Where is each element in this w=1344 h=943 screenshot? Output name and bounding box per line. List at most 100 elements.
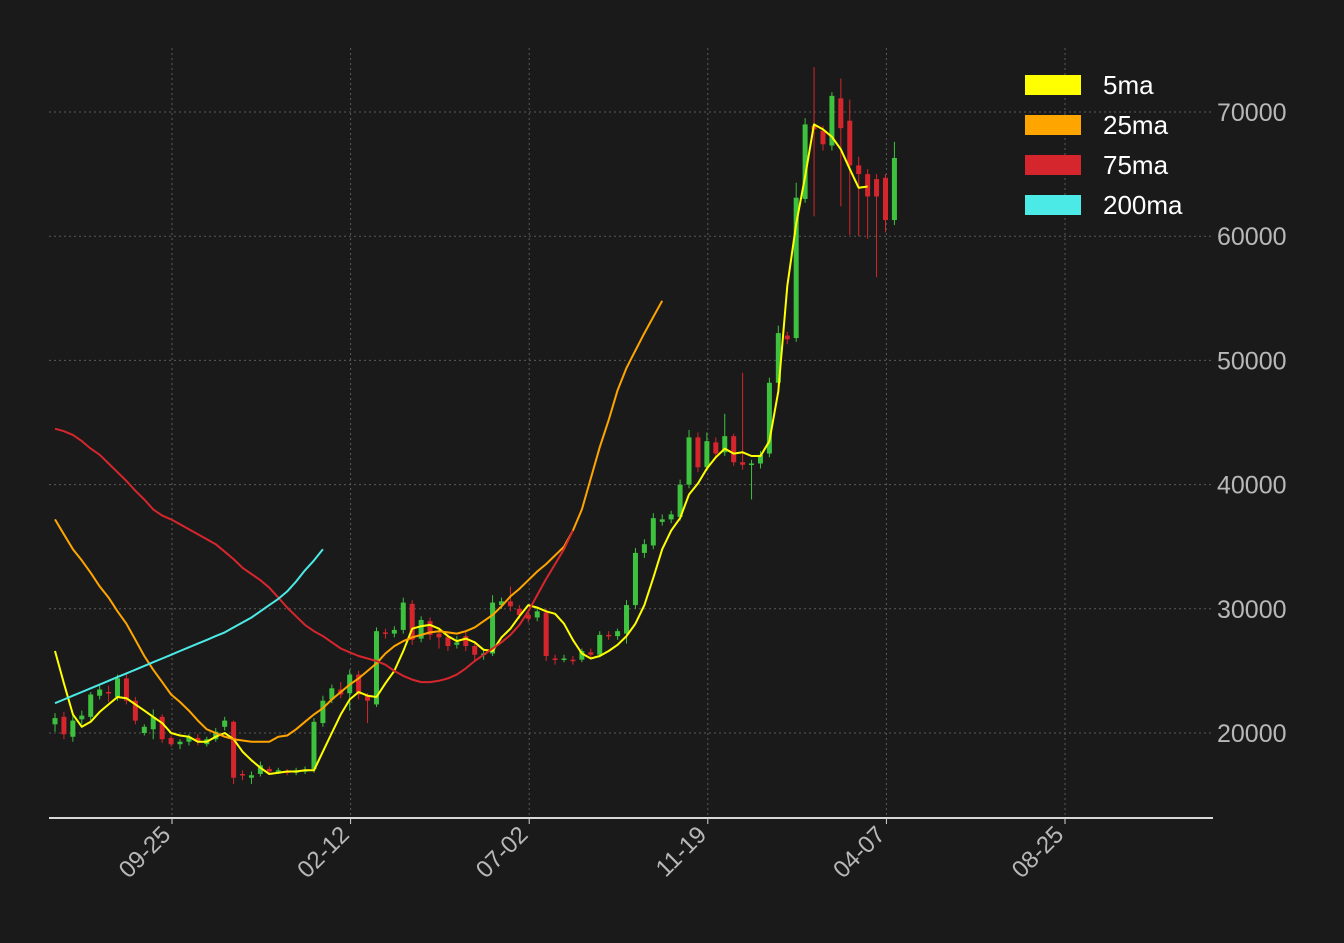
candle-down (543, 608, 549, 661)
candle-body (132, 700, 138, 721)
candle-body (731, 436, 737, 463)
legend-item-75ma: 75ma (1025, 150, 1169, 180)
candle-down (784, 331, 790, 345)
candle-down (356, 670, 362, 700)
candle-body (472, 646, 478, 655)
candle-body (436, 633, 442, 638)
x-tick-label: 08-25 (1007, 821, 1070, 884)
candle-body (373, 631, 379, 705)
candle-down (588, 648, 594, 659)
candle-body (695, 437, 701, 468)
candle-body (659, 519, 665, 522)
candle-down (865, 169, 871, 239)
candle-up (668, 510, 674, 524)
candle-up (257, 761, 263, 777)
candle-body (713, 442, 719, 454)
candle-body (516, 608, 522, 616)
series-line-25ma (54, 300, 664, 743)
candle-up (373, 627, 379, 707)
x-tick-label: 02-12 (292, 821, 355, 884)
legend-label: 75ma (1103, 150, 1169, 180)
candle-up (79, 710, 85, 725)
candle-down (195, 734, 201, 746)
candle-body (597, 634, 603, 655)
candle-down (472, 643, 478, 661)
candle-body (793, 197, 799, 339)
candle-body (499, 601, 504, 606)
candle-body (141, 726, 147, 733)
candle-body (427, 621, 433, 635)
candle-body (213, 731, 219, 740)
x-tick-label: 07-02 (471, 821, 534, 884)
candle-body (802, 124, 808, 199)
candle-body (248, 775, 254, 778)
candle-down (382, 628, 388, 639)
candle-body (534, 611, 540, 618)
candle-up (347, 669, 353, 711)
candle-body (70, 720, 76, 737)
candle-up (597, 631, 603, 658)
candle-down (874, 174, 880, 278)
candle-body (606, 634, 612, 637)
candle-body (79, 715, 85, 720)
candle-down (811, 67, 817, 217)
candle-body (115, 678, 121, 697)
candle-body (240, 773, 246, 776)
legend-swatch (1025, 115, 1081, 135)
y-tick-label: 60000 (1217, 223, 1287, 251)
candle-body (632, 552, 638, 606)
legend-item-5ma: 5ma (1025, 70, 1154, 100)
candle-body (311, 721, 317, 770)
candle-up (615, 628, 621, 640)
legend-label: 200ma (1103, 190, 1183, 220)
candle-body (186, 736, 192, 742)
legend-swatch (1025, 195, 1081, 215)
candle-up (749, 459, 755, 500)
candle-up (704, 432, 710, 471)
candle-down (231, 720, 237, 784)
candle-body (365, 695, 371, 701)
candle-down (240, 770, 246, 781)
candle-up (177, 739, 183, 750)
candle-body (749, 463, 755, 465)
candle-down (168, 735, 174, 747)
candle-body (231, 721, 237, 778)
candle-body (704, 441, 710, 468)
y-tick-label: 50000 (1217, 347, 1287, 375)
candle-body (177, 741, 183, 745)
candle-up (418, 616, 424, 643)
candle-body (329, 688, 335, 700)
candle-up (141, 724, 147, 736)
candle-body (266, 769, 272, 772)
candle-body (775, 333, 781, 383)
candle-body (195, 737, 201, 742)
candle-body (123, 678, 129, 701)
candles (52, 67, 897, 784)
candle-body (650, 518, 656, 546)
candle-body (784, 335, 790, 340)
candle-up (320, 695, 326, 727)
candle-down (463, 631, 469, 652)
candle-down (552, 654, 558, 665)
y-tick-label: 30000 (1217, 596, 1287, 624)
candle-up (793, 182, 799, 342)
candle-down (856, 156, 862, 237)
candle-body (320, 700, 326, 724)
candle-body (641, 544, 647, 553)
y-tick-label: 20000 (1217, 720, 1287, 748)
candle-down (713, 437, 719, 459)
series-line-200ma (54, 548, 324, 705)
candle-down (365, 693, 371, 724)
ma-lines (54, 123, 868, 775)
x-tick-labels: 09-25 02-12 07-02 11-19 04-07 08-25 (114, 818, 1070, 884)
candle-down (731, 433, 737, 466)
y-tick-label: 40000 (1217, 472, 1287, 500)
candle-down (159, 714, 165, 743)
candle-body (97, 689, 103, 696)
candle-down (61, 711, 67, 740)
candle-body (865, 174, 871, 197)
candle-up (97, 685, 103, 700)
candle-body (525, 615, 531, 619)
candle-body (561, 658, 567, 660)
